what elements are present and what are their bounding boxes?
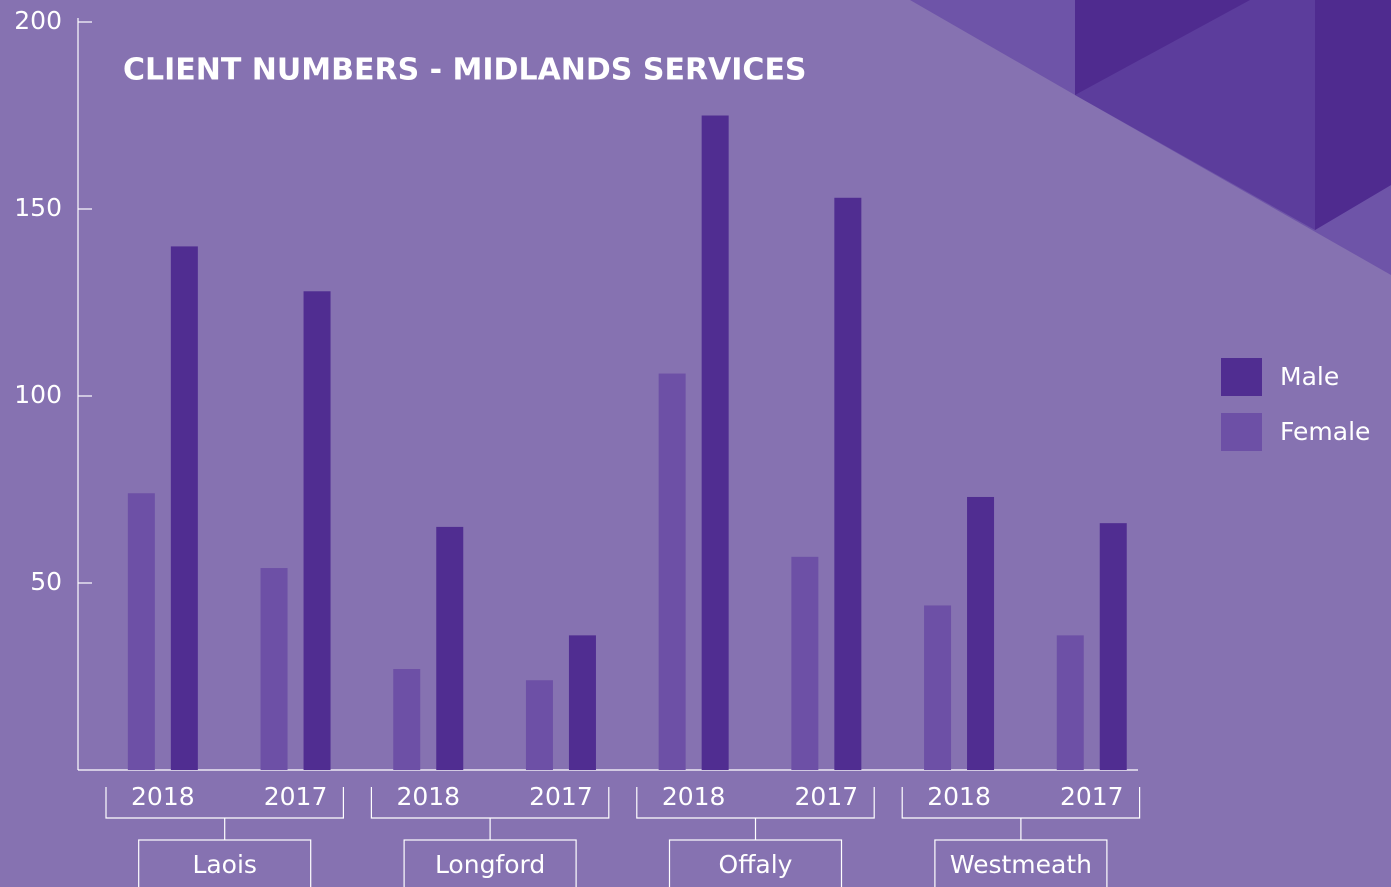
group-label: Westmeath: [950, 850, 1092, 879]
x-tick-label: 2018: [131, 782, 195, 811]
y-tick-label: 100: [14, 380, 62, 409]
legend-swatch: [1221, 413, 1262, 451]
bar: [791, 557, 818, 770]
bar: [128, 493, 155, 770]
bar: [304, 291, 331, 770]
bar: [393, 669, 420, 770]
bar: [1057, 635, 1084, 770]
x-tick-label: 2017: [1060, 782, 1124, 811]
group-label: Longford: [435, 850, 545, 879]
y-tick-label: 150: [14, 193, 62, 222]
bar: [436, 527, 463, 770]
bar: [924, 605, 951, 770]
chart: CLIENT NUMBERS - MIDLANDS SERVICES 50 100…: [0, 0, 1391, 887]
bar: [834, 198, 861, 770]
x-tick-label: 2017: [795, 782, 859, 811]
bar: [659, 374, 686, 770]
bar: [702, 116, 729, 771]
bar: [171, 246, 198, 770]
x-tick-label: 2018: [927, 782, 991, 811]
legend-swatch: [1221, 358, 1262, 396]
decoration: [910, 0, 1391, 275]
bar: [1100, 523, 1127, 770]
legend-label: Male: [1280, 362, 1339, 391]
y-tick-label: 50: [30, 567, 62, 596]
bar: [261, 568, 288, 770]
bar: [967, 497, 994, 770]
x-tick-label: 2018: [662, 782, 726, 811]
group-label: Laois: [192, 850, 257, 879]
x-tick-label: 2017: [529, 782, 593, 811]
chart-title: CLIENT NUMBERS - MIDLANDS SERVICES: [123, 53, 807, 88]
x-tick-label: 2017: [264, 782, 328, 811]
bar: [526, 680, 553, 770]
x-tick-label: 2018: [396, 782, 460, 811]
bar: [569, 635, 596, 770]
y-tick-label: 200: [14, 6, 62, 35]
legend-label: Female: [1280, 417, 1370, 446]
group-label: Offaly: [719, 850, 793, 879]
